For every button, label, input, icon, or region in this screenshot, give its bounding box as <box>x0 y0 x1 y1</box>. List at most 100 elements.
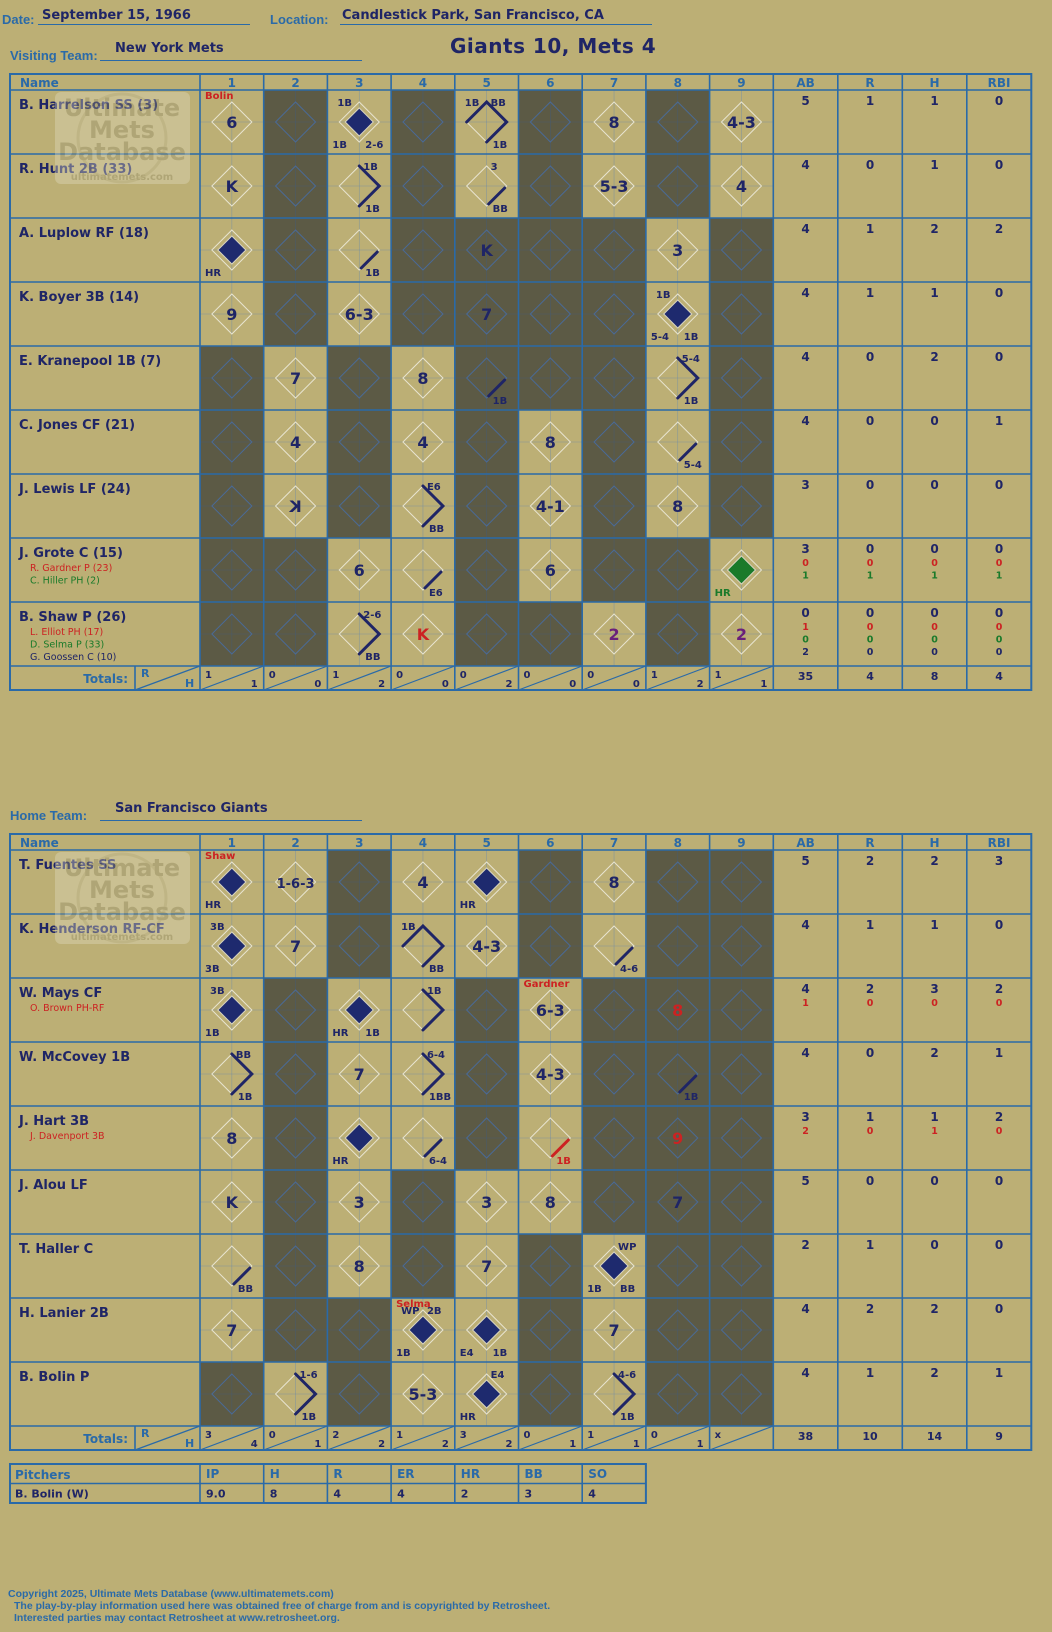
base-diamond <box>338 293 380 335</box>
diamond-guide <box>645 1298 710 1362</box>
base-diamond <box>529 485 572 527</box>
base-diamond <box>465 165 508 207</box>
player-stat: 1 <box>866 1110 874 1124</box>
base-diamond <box>529 101 572 143</box>
player-stat: 4 <box>801 414 809 428</box>
pitching-change-note: Gardner <box>524 979 570 990</box>
base-diamond <box>465 1373 508 1415</box>
player-stat: 2 <box>995 1110 1003 1124</box>
player-stat: 2 <box>866 1302 874 1316</box>
play-result: 6-3 <box>345 305 374 324</box>
player-stat: 0 <box>995 606 1003 620</box>
diamond-guide <box>645 538 710 602</box>
player-name: C. Jones CF (21) <box>19 418 135 433</box>
play-result: 4 <box>417 433 428 452</box>
base-diamond <box>657 613 699 655</box>
base-diamond <box>211 229 253 271</box>
player-stat: 0 <box>995 542 1003 556</box>
play-cell: 1B BB 1B <box>465 98 509 151</box>
diamond-guide <box>391 978 455 1042</box>
base-diamond <box>402 1181 444 1223</box>
diamond-guide <box>454 346 519 410</box>
diamond-guide <box>582 1042 646 1106</box>
player-stat: 0 <box>995 1238 1003 1252</box>
play-result: 4 <box>736 177 747 196</box>
diamond-guide <box>327 474 392 538</box>
diamond-guide <box>454 218 519 282</box>
player-stat: 2 <box>995 222 1003 236</box>
base-diamond <box>274 357 317 399</box>
player-stat: 1 <box>995 414 1003 428</box>
base-diamond <box>402 421 444 463</box>
player-stat: 0 <box>996 1126 1003 1137</box>
play-cell: 2 <box>608 625 619 644</box>
play-cell: 8 <box>226 1129 237 1148</box>
substitute-name: L. Elliot PH (17) <box>30 627 103 638</box>
base-diamond <box>529 925 572 967</box>
diamond-guide <box>645 410 710 474</box>
play-cell: 7 <box>354 1065 365 1084</box>
play-cell: WP 1B BB <box>587 1242 636 1295</box>
player-stat: 0 <box>930 1238 938 1252</box>
player-name: B. Shaw P (26) <box>19 610 126 625</box>
inning-runs: 1 <box>332 670 339 681</box>
inning-runs: 0 <box>651 1430 658 1441</box>
base-diamond <box>465 357 508 399</box>
player-stat: 0 <box>931 998 938 1009</box>
base-note: BB <box>491 98 506 109</box>
base-diamond <box>720 229 763 271</box>
base-diamond <box>465 1053 508 1095</box>
inning-hits: 4 <box>251 1439 258 1450</box>
player-stat: 0 <box>995 94 1003 108</box>
play-cell: K <box>417 625 430 644</box>
diamond-guide <box>200 90 264 154</box>
totals-slash <box>709 665 774 691</box>
inning-header: 6 <box>546 836 554 850</box>
base-diamond <box>720 1053 763 1095</box>
player-name: B. Bolin P <box>19 1370 89 1385</box>
retrosheet-contact: Interested parties may contact Retroshee… <box>14 1612 340 1624</box>
player-stat: 0 <box>866 350 874 364</box>
diamond-guide <box>645 1362 710 1426</box>
watermark-text: Ultimate <box>64 94 180 122</box>
play-result: 8 <box>354 1257 365 1276</box>
diamond-guide <box>518 1170 583 1234</box>
inning-hits: 1 <box>760 679 767 690</box>
player-stat: 0 <box>866 478 874 492</box>
home-team-label: Home Team: <box>10 808 88 823</box>
name-column-header: Name <box>20 76 59 90</box>
base-diamond <box>211 357 253 399</box>
player-stat: 1 <box>802 622 809 633</box>
player-stat: 4 <box>801 1302 809 1316</box>
totals-slash <box>581 1425 647 1451</box>
base-note: 1B <box>302 1412 317 1423</box>
play-cell: 5-3 <box>408 1385 437 1404</box>
play-cell: HR <box>715 555 757 599</box>
base-diamond <box>338 925 380 967</box>
inning-runs: 0 <box>524 670 531 681</box>
player-stat: 0 <box>931 558 938 569</box>
inning-hits: 2 <box>506 1439 513 1450</box>
totals-label: Totals: <box>83 1432 128 1446</box>
base-diamond <box>274 101 317 143</box>
base-diamond <box>338 1245 380 1287</box>
play-cell: 3 BB <box>487 162 508 215</box>
player-stat: 1 <box>802 998 809 1009</box>
base-diamond <box>402 1245 444 1287</box>
basepath <box>421 1052 446 1096</box>
diamond-guide <box>709 90 774 154</box>
play-cell: 2 <box>736 625 747 644</box>
diamond-guide <box>709 218 774 282</box>
base-diamond <box>274 925 317 967</box>
play-cell: 9 <box>672 1129 683 1148</box>
base-note: HR <box>460 900 476 911</box>
play-result: 4 <box>417 873 428 892</box>
base-note: BB <box>429 964 444 975</box>
player-stat: 4 <box>801 158 809 172</box>
base-note: BB <box>429 524 444 535</box>
play-cell: 1B <box>678 1074 698 1103</box>
diamond-guide <box>582 1362 646 1426</box>
inning-header: 2 <box>291 76 299 90</box>
basepath <box>612 1372 637 1416</box>
